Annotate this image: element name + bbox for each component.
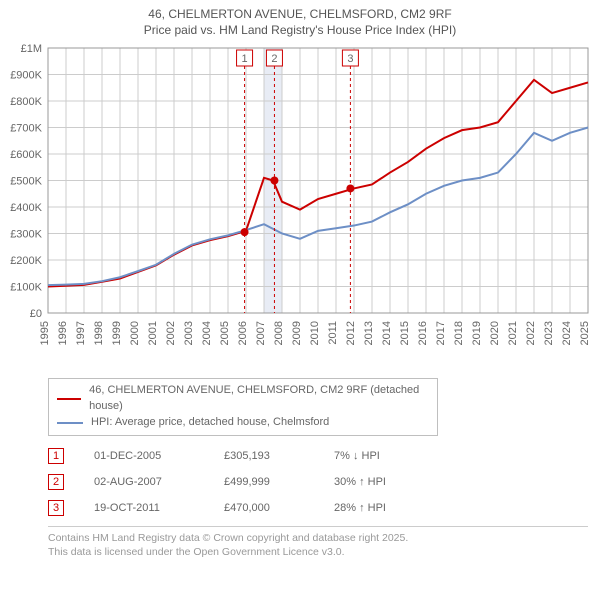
legend-swatch — [57, 422, 83, 424]
svg-text:1: 1 — [241, 53, 247, 65]
svg-text:2005: 2005 — [219, 321, 231, 345]
legend: 46, CHELMERTON AVENUE, CHELMSFORD, CM2 9… — [48, 378, 438, 436]
svg-text:2002: 2002 — [165, 321, 177, 345]
svg-text:£1M: £1M — [21, 43, 42, 55]
sale-date: 01-DEC-2005 — [94, 450, 194, 462]
svg-text:2000: 2000 — [129, 321, 141, 345]
legend-label: 46, CHELMERTON AVENUE, CHELMSFORD, CM2 9… — [89, 383, 429, 415]
chart-title: 46, CHELMERTON AVENUE, CHELMSFORD, CM2 9… — [0, 0, 600, 42]
footer-line2: This data is licensed under the Open Gov… — [48, 545, 588, 559]
svg-text:2025: 2025 — [579, 321, 591, 345]
svg-text:1997: 1997 — [75, 321, 87, 345]
svg-text:£900K: £900K — [10, 70, 42, 82]
sale-pct: 30% ↑ HPI — [334, 476, 434, 488]
table-row: 2 02-AUG-2007 £499,999 30% ↑ HPI — [48, 474, 600, 490]
legend-item-property: 46, CHELMERTON AVENUE, CHELMSFORD, CM2 9… — [57, 383, 429, 415]
legend-swatch — [57, 398, 81, 400]
svg-text:2022: 2022 — [525, 321, 537, 345]
svg-text:1999: 1999 — [111, 321, 123, 345]
svg-text:2016: 2016 — [417, 321, 429, 345]
table-row: 3 19-OCT-2011 £470,000 28% ↑ HPI — [48, 500, 600, 516]
legend-item-hpi: HPI: Average price, detached house, Chel… — [57, 415, 429, 431]
svg-text:2018: 2018 — [453, 321, 465, 345]
legend-label: HPI: Average price, detached house, Chel… — [91, 415, 329, 431]
svg-text:2003: 2003 — [183, 321, 195, 345]
svg-text:2020: 2020 — [489, 321, 501, 345]
svg-text:£600K: £600K — [10, 149, 42, 161]
svg-text:2024: 2024 — [561, 321, 573, 345]
footer-line1: Contains HM Land Registry data © Crown c… — [48, 531, 588, 545]
sale-pct: 7% ↓ HPI — [334, 450, 434, 462]
sale-marker-box: 3 — [48, 500, 64, 516]
svg-text:2014: 2014 — [381, 321, 393, 345]
svg-text:2015: 2015 — [399, 321, 411, 345]
svg-text:2013: 2013 — [363, 321, 375, 345]
svg-text:£100K: £100K — [10, 282, 42, 294]
table-row: 1 01-DEC-2005 £305,193 7% ↓ HPI — [48, 448, 600, 464]
svg-text:1998: 1998 — [93, 321, 105, 345]
svg-text:2019: 2019 — [471, 321, 483, 345]
svg-text:1995: 1995 — [39, 321, 51, 345]
svg-text:2012: 2012 — [345, 321, 357, 345]
svg-text:£400K: £400K — [10, 202, 42, 214]
svg-text:£200K: £200K — [10, 255, 42, 267]
sale-date: 02-AUG-2007 — [94, 476, 194, 488]
sale-marker-box: 1 — [48, 448, 64, 464]
svg-text:1996: 1996 — [57, 321, 69, 345]
title-line2: Price paid vs. HM Land Registry's House … — [4, 22, 596, 38]
svg-text:2006: 2006 — [237, 321, 249, 345]
price-chart: £0 £100K £200K £300K £400K £500K £600K £700K £80… — [0, 42, 600, 372]
svg-text:2007: 2007 — [255, 321, 267, 345]
svg-text:2021: 2021 — [507, 321, 519, 345]
sale-date: 19-OCT-2011 — [94, 502, 194, 514]
svg-text:£0: £0 — [30, 308, 42, 320]
svg-text:2001: 2001 — [147, 321, 159, 345]
sale-price: £470,000 — [224, 502, 304, 514]
svg-text:2004: 2004 — [201, 321, 213, 345]
svg-text:£800K: £800K — [10, 96, 42, 108]
svg-text:2010: 2010 — [309, 321, 321, 345]
svg-text:3: 3 — [347, 53, 353, 65]
svg-text:2: 2 — [271, 53, 277, 65]
svg-text:2017: 2017 — [435, 321, 447, 345]
sale-marker-box: 2 — [48, 474, 64, 490]
title-line1: 46, CHELMERTON AVENUE, CHELMSFORD, CM2 9… — [4, 6, 596, 22]
sale-pct: 28% ↑ HPI — [334, 502, 434, 514]
chart-svg: £0 £100K £200K £300K £400K £500K £600K £700K £80… — [0, 42, 600, 372]
svg-text:£700K: £700K — [10, 123, 42, 135]
sale-price: £305,193 — [224, 450, 304, 462]
svg-text:2023: 2023 — [543, 321, 555, 345]
svg-text:2008: 2008 — [273, 321, 285, 345]
sale-price: £499,999 — [224, 476, 304, 488]
svg-text:£500K: £500K — [10, 176, 42, 188]
svg-text:2009: 2009 — [291, 321, 303, 345]
sales-table: 1 01-DEC-2005 £305,193 7% ↓ HPI 2 02-AUG… — [48, 448, 600, 516]
footer-attribution: Contains HM Land Registry data © Crown c… — [48, 526, 588, 559]
svg-text:2011: 2011 — [327, 321, 339, 345]
svg-text:£300K: £300K — [10, 229, 42, 241]
